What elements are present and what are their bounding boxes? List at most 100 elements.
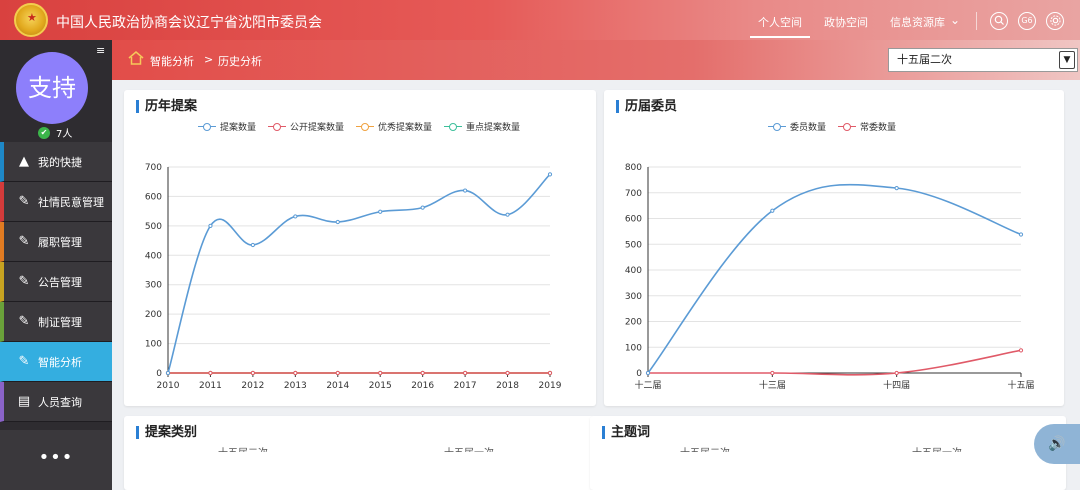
series-line bbox=[647, 349, 1022, 376]
chevron-down-icon[interactable]: ▼ bbox=[1059, 51, 1075, 69]
legend-item[interactable]: 提案数量 bbox=[198, 120, 256, 133]
sidebar-item-smart-analysis[interactable]: ✎ 智能分析 bbox=[0, 342, 112, 382]
emblem-logo: ★ bbox=[14, 3, 48, 37]
check-icon: ✔ bbox=[38, 126, 50, 139]
legend-label: 常委数量 bbox=[860, 123, 897, 133]
y-tick-label: 200 bbox=[145, 310, 162, 320]
sidebar-item-label: 履职管理 bbox=[38, 235, 82, 249]
x-tick-label: 2018 bbox=[496, 381, 519, 391]
speaker-icon[interactable]: 🔊 bbox=[1034, 424, 1080, 464]
session-sub-label: 十五届一次 bbox=[444, 444, 494, 452]
legend-item[interactable]: 重点提案数量 bbox=[444, 120, 520, 133]
avatar[interactable]: 支持 bbox=[16, 52, 88, 124]
data-point bbox=[547, 172, 553, 177]
y-tick-label: 0 bbox=[156, 369, 162, 379]
sidebar-item-duty[interactable]: ✎ 履职管理 bbox=[0, 222, 112, 262]
data-point bbox=[335, 370, 340, 376]
menu-toggle-icon[interactable]: ≡ bbox=[96, 44, 106, 57]
data-point bbox=[293, 370, 298, 376]
sidebar-item-label: 制证管理 bbox=[38, 315, 82, 329]
legend-marker bbox=[268, 122, 287, 131]
x-tick-label: 十四届 bbox=[883, 379, 910, 391]
data-point bbox=[463, 370, 468, 376]
data-point bbox=[894, 370, 899, 376]
y-tick-label: 0 bbox=[636, 369, 642, 379]
data-point bbox=[378, 370, 383, 376]
x-tick-label: 2012 bbox=[241, 381, 264, 391]
g6-icon[interactable]: G6 bbox=[1018, 12, 1036, 30]
legend-item[interactable]: 委员数量 bbox=[768, 120, 826, 133]
y-tick-label: 700 bbox=[145, 163, 162, 173]
breadcrumb-item: 历史分析 bbox=[218, 55, 262, 68]
sidebar-item-label: 智能分析 bbox=[38, 355, 82, 369]
edit-icon: ✎ bbox=[18, 353, 30, 369]
legend-marker bbox=[356, 122, 375, 131]
nav-personal-space[interactable]: 个人空间 bbox=[750, 0, 810, 38]
nav-cppcc-space[interactable]: 政协空间 bbox=[824, 16, 868, 29]
search-icon[interactable] bbox=[990, 12, 1008, 30]
sidebar-item-label: 人员查询 bbox=[38, 395, 82, 409]
data-point bbox=[165, 370, 171, 376]
panel-title: 历届委员 bbox=[616, 100, 677, 113]
session-select[interactable]: 十五届二次 ▼ bbox=[888, 48, 1078, 72]
nav-divider bbox=[976, 12, 977, 30]
legend-marker bbox=[198, 122, 216, 131]
online-count: 7人 bbox=[56, 129, 73, 140]
legend-label: 委员数量 bbox=[790, 123, 827, 133]
sidebar-item-announcements[interactable]: ✎ 公告管理 bbox=[0, 262, 112, 302]
panel-title: 提案类别 bbox=[136, 426, 197, 439]
sidebar-item-public-opinion[interactable]: ✎ 社情民意管理 bbox=[0, 182, 112, 222]
data-point bbox=[335, 219, 340, 225]
home-icon[interactable] bbox=[128, 51, 144, 65]
data-point bbox=[770, 370, 775, 376]
settings-icon[interactable] bbox=[1046, 12, 1064, 30]
chevron-down-icon[interactable]: ⌄ bbox=[950, 13, 961, 27]
y-tick-label: 100 bbox=[625, 343, 642, 353]
panel-title: 历年提案 bbox=[136, 100, 197, 113]
more-menu-button[interactable]: ••• bbox=[0, 430, 112, 490]
sidebar-item-label: 公告管理 bbox=[38, 275, 82, 289]
legend-marker bbox=[838, 122, 857, 131]
legend-marker bbox=[444, 122, 463, 131]
breadcrumb-item[interactable]: 智能分析 bbox=[150, 55, 194, 68]
proposals-line-chart: 0 100 200 300 400 500 600 700 2010 2011 2012 2013 20… bbox=[145, 163, 562, 391]
chart-legend: 提案数量 公开提案数量 优秀提案数量 重点提案数量 bbox=[198, 120, 532, 133]
sidebar-item-shortcuts[interactable]: ▲ 我的快捷 bbox=[0, 142, 112, 182]
data-point bbox=[894, 186, 899, 191]
x-tick-label: 十五届 bbox=[1007, 379, 1034, 391]
legend-label: 重点提案数量 bbox=[466, 123, 521, 133]
x-tick-label: 2019 bbox=[539, 381, 562, 391]
x-tick-label: 十二届 bbox=[634, 379, 661, 391]
data-point bbox=[250, 242, 255, 248]
breadcrumb-bar: 智能分析 > 历史分析 十五届二次 ▼ bbox=[112, 40, 1080, 80]
data-point bbox=[505, 370, 510, 376]
legend-marker bbox=[768, 122, 786, 131]
y-tick-label: 400 bbox=[625, 266, 642, 276]
y-tick-label: 400 bbox=[145, 251, 162, 261]
legend-item[interactable]: 优秀提案数量 bbox=[356, 120, 432, 133]
sidebar: ≡ 支持 ✔ 7人 ▲ 我的快捷 ✎ 社情民意管理 ✎ 履职管理 ✎ 公告管理 … bbox=[0, 40, 112, 490]
panel-title: 主题词 bbox=[602, 426, 650, 439]
breadcrumb-separator: > bbox=[204, 53, 214, 66]
category-panel: 提案类别 十五届二次 十五届一次 bbox=[124, 416, 594, 490]
y-tick-label: 200 bbox=[625, 318, 642, 328]
legend-label: 优秀提案数量 bbox=[378, 123, 433, 133]
members-panel: 历届委员 委员数量 常委数量 0 100 200 300 400 500 600 700 800… bbox=[604, 90, 1064, 406]
nav-resource-library[interactable]: 信息资源库 bbox=[890, 16, 945, 29]
x-tick-label: 2017 bbox=[454, 381, 477, 391]
top-header: ★ 中国人民政治协商会议辽宁省沈阳市委员会 个人空间 政协空间 信息资源库 ⌄ … bbox=[0, 0, 1080, 40]
legend-item[interactable]: 公开提案数量 bbox=[268, 120, 344, 133]
proposals-panel: 历年提案 提案数量 公开提案数量 优秀提案数量 重点提案数量 0 100 200 30… bbox=[124, 90, 596, 406]
sidebar-item-certificates[interactable]: ✎ 制证管理 bbox=[0, 302, 112, 342]
edit-icon: ✎ bbox=[18, 193, 30, 209]
sidebar-item-personnel-search[interactable]: ▤ 人员查询 bbox=[0, 382, 112, 422]
edit-icon: ✎ bbox=[18, 313, 30, 329]
legend-label: 公开提案数量 bbox=[290, 123, 345, 133]
y-tick-label: 500 bbox=[145, 222, 162, 232]
y-tick-label: 600 bbox=[625, 215, 642, 225]
x-tick-label: 2011 bbox=[199, 381, 222, 391]
data-point bbox=[378, 209, 383, 214]
edit-icon: ✎ bbox=[18, 233, 30, 249]
data-point bbox=[770, 208, 775, 213]
legend-item[interactable]: 常委数量 bbox=[838, 120, 896, 133]
